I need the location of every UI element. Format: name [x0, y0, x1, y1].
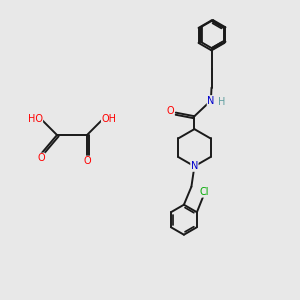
Text: O: O [167, 106, 174, 116]
Text: Cl: Cl [200, 187, 209, 197]
Text: O: O [37, 153, 45, 163]
Text: N: N [191, 161, 198, 171]
Text: H: H [218, 97, 225, 106]
Text: HO: HO [28, 113, 43, 124]
Text: O: O [84, 156, 92, 166]
Text: N: N [207, 96, 214, 106]
Text: OH: OH [101, 113, 116, 124]
